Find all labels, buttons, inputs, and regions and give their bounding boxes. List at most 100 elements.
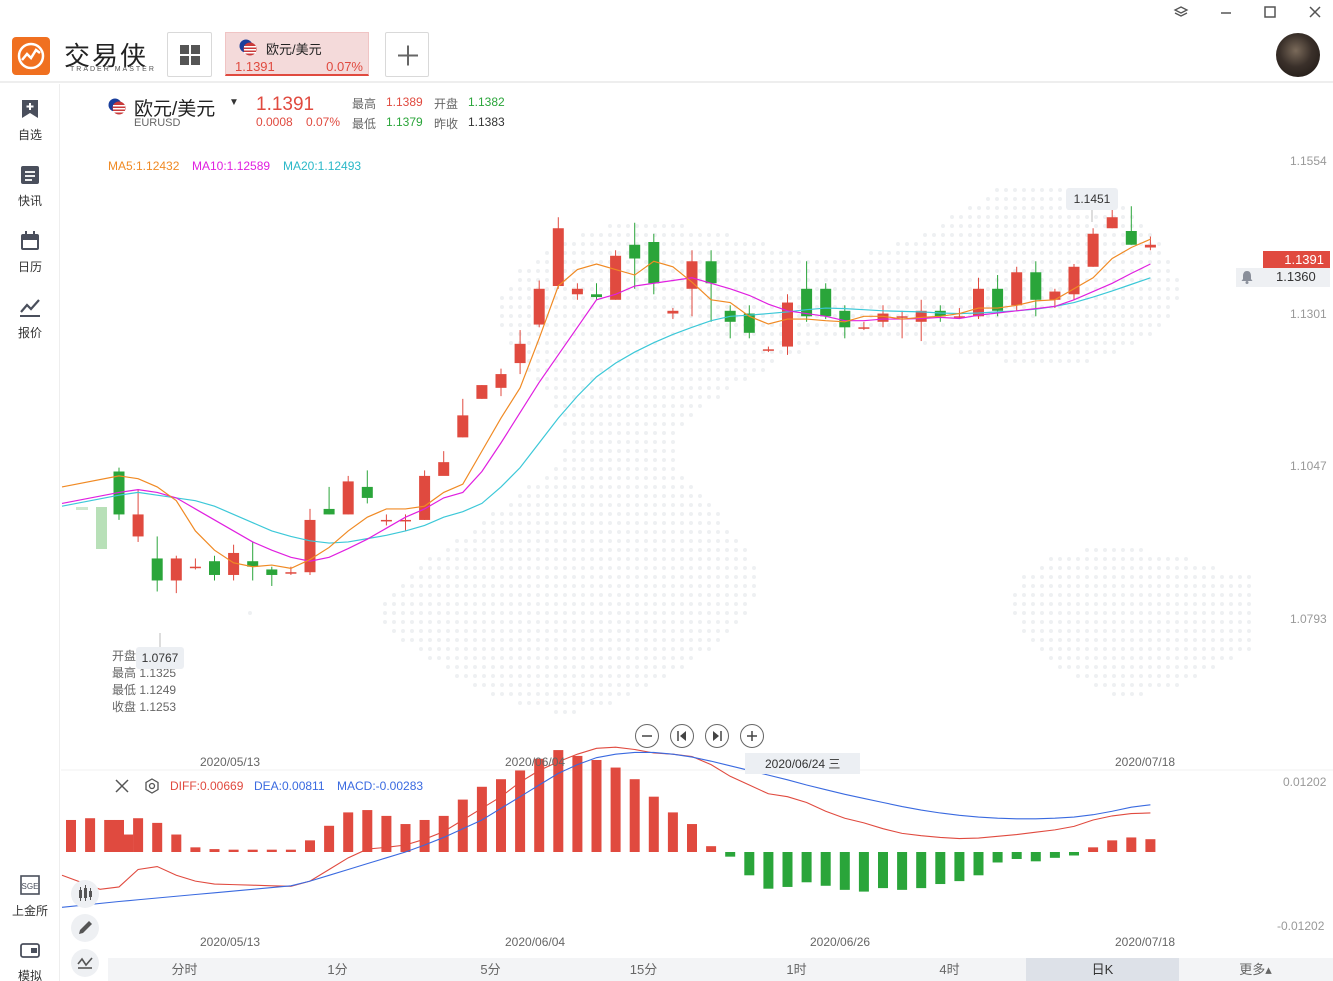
open-value: 1.1382 <box>468 95 505 109</box>
candle <box>591 294 602 298</box>
layout-grid-button[interactable] <box>167 32 212 77</box>
candle <box>1087 233 1099 267</box>
macd-bar <box>725 852 736 857</box>
sidebar-item-watchlist[interactable]: 自选 <box>0 98 60 154</box>
sidebar-item-label: 日历 <box>17 260 42 274</box>
macd-bar <box>897 852 908 890</box>
sidebar-item-label: 上金所 <box>11 904 48 918</box>
price-axis-label: 1.0793 <box>1290 612 1327 626</box>
candle <box>705 261 717 284</box>
candle <box>1049 291 1061 300</box>
candle <box>1011 272 1023 306</box>
date-axis-label: 2020/06/26 <box>810 935 871 949</box>
chevron-down-icon[interactable]: ▼ <box>229 97 239 108</box>
macd-bar <box>916 852 927 889</box>
candle <box>323 508 335 515</box>
macd-bar <box>343 812 354 852</box>
symbol-tab-eurusd[interactable]: 欧元/美元 1.1391 0.07% <box>225 32 369 76</box>
sidebar-item-sge[interactable]: SGE 上金所 <box>0 874 60 930</box>
maximize-icon[interactable] <box>1259 2 1281 22</box>
macd-dea-line <box>61 751 1151 908</box>
macd-bar <box>209 849 220 852</box>
skip-back-icon <box>677 731 686 741</box>
sidebar-item-news[interactable]: 快讯 <box>0 164 60 220</box>
svg-text:SGE: SGE <box>22 882 39 891</box>
candle <box>400 519 411 522</box>
macd-bar <box>935 852 946 885</box>
candle <box>285 572 297 574</box>
macd-bar <box>553 750 564 852</box>
sidebar-item-quotes[interactable]: 报价 <box>0 296 60 352</box>
candle <box>858 327 870 329</box>
candle <box>457 415 469 438</box>
price-axis-label: 1.1301 <box>1290 307 1327 321</box>
ma20-line <box>61 277 1151 544</box>
candle-type-button[interactable] <box>71 880 99 908</box>
date-axis-label: 2020/05/13 <box>200 755 261 769</box>
macd-bar <box>954 852 965 882</box>
macd-bar <box>1088 847 1099 852</box>
period-tab-1m[interactable]: 1分 <box>327 962 348 977</box>
macd-bar <box>381 815 392 852</box>
user-avatar[interactable] <box>1276 33 1320 77</box>
minimize-icon[interactable] <box>1215 2 1237 22</box>
period-tab-15m[interactable]: 15分 <box>629 962 658 977</box>
period-tab-5m[interactable]: 5分 <box>480 962 501 977</box>
period-tab-daily[interactable]: 日K <box>1026 958 1179 981</box>
candle <box>1106 217 1118 229</box>
sidebar-item-calendar[interactable]: 日历 <box>0 230 60 286</box>
close-icon[interactable] <box>1304 2 1326 22</box>
candle <box>438 462 450 476</box>
macd-bar <box>782 852 793 887</box>
sidebar-item-label: 快讯 <box>17 194 42 208</box>
macd-bar <box>66 819 76 852</box>
zoom-out-button[interactable] <box>635 724 659 748</box>
background-map <box>248 188 1251 714</box>
scroll-end-button[interactable] <box>705 724 729 748</box>
candlestick-icon <box>79 885 92 901</box>
candle <box>686 261 698 289</box>
ohlc-high: 最高 1.1325 <box>112 666 177 680</box>
macd-bar <box>496 779 506 852</box>
candle <box>151 558 163 581</box>
macd-bar <box>1069 852 1079 856</box>
candle <box>228 552 240 575</box>
layers-icon[interactable] <box>1170 2 1192 22</box>
macd-bar <box>820 852 831 886</box>
close-indicator-icon[interactable] <box>113 777 131 795</box>
low-label: 最低 <box>352 117 377 131</box>
add-tab-button[interactable] <box>385 32 429 77</box>
macd-bar <box>324 825 335 852</box>
period-tab-1h[interactable]: 1时 <box>786 962 807 977</box>
candle <box>209 561 220 575</box>
macd-bar <box>133 818 144 852</box>
candle <box>552 228 564 287</box>
candle <box>361 486 373 498</box>
price-alert-tag[interactable]: 1.1360 <box>1236 268 1330 287</box>
period-tab-tick[interactable]: 分时 <box>171 962 198 977</box>
high-label: 最高 <box>352 97 377 111</box>
tab-pct: 0.07% <box>326 59 363 74</box>
macd-bar <box>438 815 449 852</box>
macd-bar <box>1107 840 1118 852</box>
indicator-button[interactable] <box>71 949 99 977</box>
zoom-in-button[interactable] <box>740 724 764 748</box>
tab-price: 1.1391 <box>235 59 275 74</box>
candle <box>1144 244 1156 248</box>
wallet-icon <box>20 943 40 958</box>
candle <box>610 255 622 300</box>
calendar-icon <box>21 231 39 250</box>
period-tab-more[interactable]: 更多▴ <box>1239 962 1272 977</box>
period-tab-4h[interactable]: 4时 <box>939 962 960 977</box>
settings-icon[interactable] <box>143 777 161 795</box>
scroll-start-button[interactable] <box>670 724 694 748</box>
price-axis-label: 1.1554 <box>1290 154 1327 168</box>
candle <box>1068 266 1080 295</box>
crosshair-date-label: 2020/06/24 三 <box>745 753 861 774</box>
candle <box>915 310 927 322</box>
macd-bar <box>247 849 258 852</box>
sidebar-item-simulate[interactable]: 模拟 <box>0 939 60 981</box>
draw-tool-button[interactable] <box>71 914 99 942</box>
symbol-name[interactable]: 欧元/美元 <box>134 99 216 120</box>
